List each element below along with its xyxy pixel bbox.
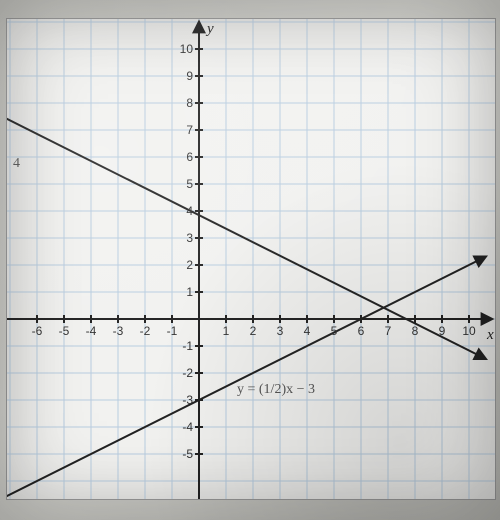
x-tick-7: 7 bbox=[385, 324, 392, 338]
x-axis-label: x bbox=[486, 327, 494, 343]
graph-screen: -6 -5 -4 -3 -2 -1 1 2 3 4 5 6 7 8 9 10 1… bbox=[6, 18, 496, 500]
y-tick-9: 9 bbox=[186, 69, 193, 83]
photo-frame: -6 -5 -4 -3 -2 -1 1 2 3 4 5 6 7 8 9 10 1… bbox=[0, 0, 500, 520]
y-tick-n1: -1 bbox=[182, 339, 193, 353]
x-tick-8: 8 bbox=[412, 324, 419, 338]
y-tick-n5: -5 bbox=[182, 447, 193, 461]
y-tick-7: 7 bbox=[186, 123, 193, 137]
x-tick-n4: -4 bbox=[86, 324, 97, 338]
x-tick-3: 3 bbox=[277, 324, 284, 338]
y-tick-8: 8 bbox=[186, 96, 193, 110]
y-tick-n4: -4 bbox=[182, 420, 193, 434]
x-tick-6: 6 bbox=[358, 324, 365, 338]
x-tick-10: 10 bbox=[462, 324, 476, 338]
y-tick-3: 3 bbox=[186, 231, 193, 245]
coordinate-graph: -6 -5 -4 -3 -2 -1 1 2 3 4 5 6 7 8 9 10 1… bbox=[7, 19, 495, 499]
x-tick-n2: -2 bbox=[140, 324, 151, 338]
line-a bbox=[7, 116, 483, 357]
y-tick-n2: -2 bbox=[182, 366, 193, 380]
y-tick-labels: 10 9 8 7 6 5 4 3 2 1 -1 -2 -3 -4 -5 bbox=[180, 42, 194, 461]
x-tick-labels: -6 -5 -4 -3 -2 -1 1 2 3 4 5 6 7 8 9 10 bbox=[32, 324, 476, 338]
y-axis-label: y bbox=[205, 21, 214, 37]
grid bbox=[7, 19, 495, 499]
line-a-label: 4 bbox=[13, 156, 20, 171]
x-tick-2: 2 bbox=[250, 324, 257, 338]
x-tick-n6: -6 bbox=[32, 324, 43, 338]
x-tick-n3: -3 bbox=[113, 324, 124, 338]
y-tick-4: 4 bbox=[186, 204, 193, 218]
y-tick-2: 2 bbox=[186, 258, 193, 272]
line-b bbox=[7, 258, 483, 499]
x-tick-5: 5 bbox=[331, 324, 338, 338]
y-tick-1: 1 bbox=[186, 285, 193, 299]
x-tick-n5: -5 bbox=[59, 324, 70, 338]
x-tick-1: 1 bbox=[223, 324, 230, 338]
x-tick-4: 4 bbox=[304, 324, 311, 338]
x-tick-9: 9 bbox=[439, 324, 446, 338]
x-tick-n1: -1 bbox=[167, 324, 178, 338]
y-tick-n3: -3 bbox=[182, 393, 193, 407]
y-tick-5: 5 bbox=[186, 177, 193, 191]
y-tick-10: 10 bbox=[180, 42, 194, 56]
line-b-label: y = (1/2)x − 3 bbox=[237, 382, 315, 397]
y-tick-6: 6 bbox=[186, 150, 193, 164]
